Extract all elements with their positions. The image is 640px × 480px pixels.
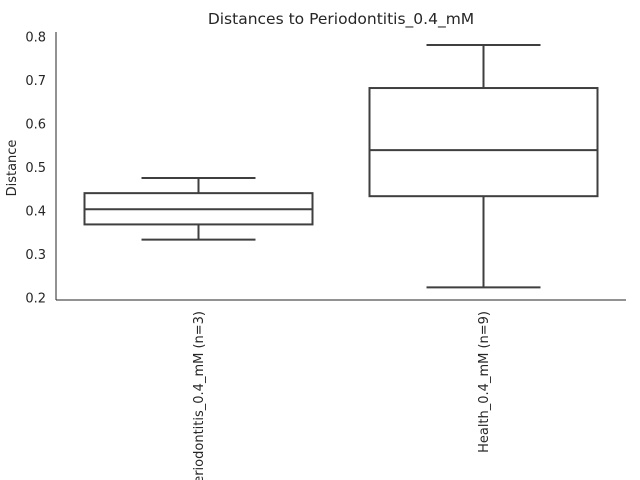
y-tick-label: 0.2 — [25, 291, 46, 306]
chart-title: Distances to Periodontitis_0.4_mM — [208, 10, 474, 29]
axis-spines — [55, 32, 626, 301]
x-tick-label: Health_0.4_mM (n=9) — [477, 311, 492, 453]
x-tick-label: Periodontitis_0.4_mM (n=3) — [192, 311, 207, 480]
y-axis-ticks: 0.2 0.3 0.4 0.5 0.6 0.7 0.8 — [25, 31, 46, 307]
y-tick-label: 0.7 — [25, 74, 46, 89]
x-axis-ticks: Periodontitis_0.4_mM (n=3) Health_0.4_mM … — [192, 311, 492, 480]
box-series — [83, 44, 599, 289]
box-iqr — [368, 87, 599, 198]
y-axis-title: Distance — [5, 140, 20, 197]
y-tick-label: 0.8 — [25, 31, 46, 46]
box-1 — [83, 176, 314, 241]
y-tick-label: 0.3 — [25, 248, 46, 263]
y-tick-label: 0.6 — [25, 118, 46, 133]
box-2 — [368, 44, 599, 289]
y-tick-label: 0.5 — [25, 161, 46, 176]
y-tick-label: 0.4 — [25, 204, 46, 219]
